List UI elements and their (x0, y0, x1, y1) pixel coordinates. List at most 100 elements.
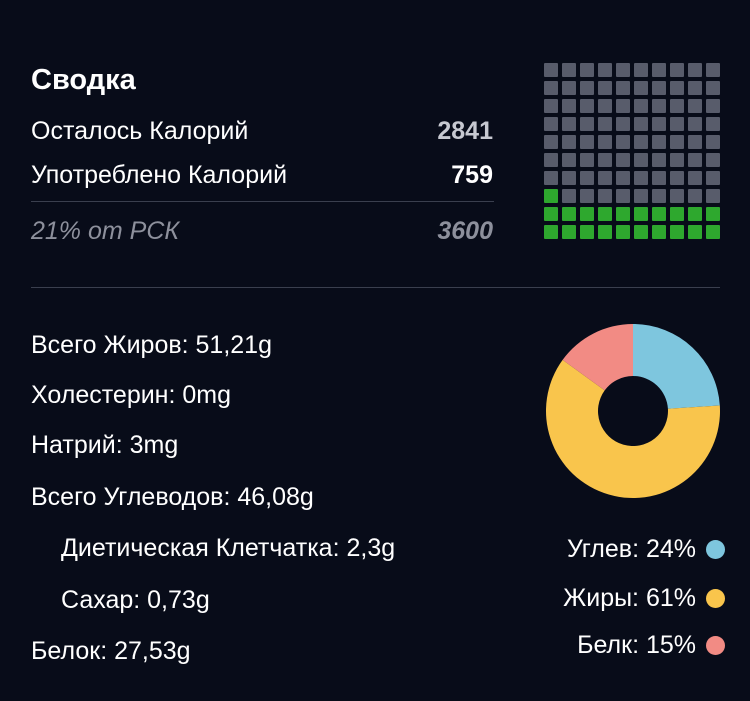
grid-cell (652, 117, 666, 131)
legend-carbs-label: Углев: 24% (566, 534, 696, 563)
grid-cell (580, 99, 594, 113)
remaining-calories-label: Осталось Калорий (31, 116, 249, 145)
grid-cell (616, 171, 630, 185)
grid-cell (706, 153, 720, 167)
grid-cell (634, 153, 648, 167)
grid-cell (706, 81, 720, 95)
grid-cell (616, 63, 630, 77)
grid-cell (688, 153, 702, 167)
rdi-percent-label: 21% от РСК (31, 216, 180, 245)
grid-cell (688, 63, 702, 77)
grid-cell (634, 207, 648, 221)
grid-cell (580, 207, 594, 221)
consumed-calories-row: Употреблено Калорий 759 (31, 158, 493, 192)
grid-cell (580, 81, 594, 95)
grid-cell (598, 207, 612, 221)
grid-cell (670, 153, 684, 167)
grid-cell (598, 135, 612, 149)
grid-cell (580, 171, 594, 185)
legend-protein-dot (706, 635, 725, 655)
grid-cell (598, 153, 612, 167)
grid-cell (652, 207, 666, 221)
grid-cell (670, 171, 684, 185)
legend-protein-label: Белк: 15% (577, 630, 696, 659)
grid-cell (562, 117, 576, 131)
grid-cell (580, 135, 594, 149)
grid-cell (634, 99, 648, 113)
grid-cell (616, 99, 630, 113)
calorie-grid (544, 63, 720, 239)
grid-cell (688, 189, 702, 203)
grid-cell (652, 135, 666, 149)
grid-cell (616, 81, 630, 95)
grid-cell (652, 171, 666, 185)
grid-cell (634, 63, 648, 77)
grid-cell (562, 81, 576, 95)
grid-cell (706, 171, 720, 185)
legend-carbs: Углев: 24% (567, 533, 725, 565)
grid-cell (580, 117, 594, 131)
grid-cell (634, 225, 648, 239)
legend-protein: Белк: 15% (577, 629, 725, 661)
grid-cell (652, 189, 666, 203)
grid-cell (670, 225, 684, 239)
donut-slice-fat (546, 359, 720, 498)
grid-cell (670, 63, 684, 77)
grid-cell (670, 81, 684, 95)
consumed-calories-value: 759 (451, 160, 493, 189)
grid-cell (616, 189, 630, 203)
grid-cell (562, 171, 576, 185)
grid-cell (580, 63, 594, 77)
grid-cell (598, 189, 612, 203)
grid-cell (562, 207, 576, 221)
grid-cell (544, 63, 558, 77)
grid-cell (544, 207, 558, 221)
grid-cell (634, 117, 648, 131)
grid-cell (616, 117, 630, 131)
macro-donut-chart (546, 324, 720, 498)
grid-cell (652, 99, 666, 113)
grid-cell (616, 225, 630, 239)
grid-cell (580, 189, 594, 203)
rdi-row: 21% от РСК 3600 (31, 214, 493, 248)
grid-cell (544, 117, 558, 131)
summary-title: Сводка (31, 64, 136, 96)
legend-carbs-dot (706, 539, 725, 559)
sodium: Натрий: 3mg (31, 431, 179, 459)
grid-cell (670, 117, 684, 131)
sugar: Сахар: 0,73g (61, 586, 210, 614)
grid-cell (634, 171, 648, 185)
grid-cell (652, 63, 666, 77)
grid-cell (598, 81, 612, 95)
grid-cell (562, 225, 576, 239)
grid-cell (688, 99, 702, 113)
cholesterol: Холестерин: 0mg (31, 381, 232, 409)
grid-cell (652, 225, 666, 239)
grid-cell (562, 135, 576, 149)
grid-cell (544, 171, 558, 185)
consumed-calories-label: Употреблено Калорий (31, 160, 288, 189)
grid-cell (598, 63, 612, 77)
grid-cell (670, 99, 684, 113)
grid-cell (616, 153, 630, 167)
grid-cell (688, 225, 702, 239)
dietary-fiber: Диетическая Клетчатка: 2,3g (61, 534, 396, 562)
grid-cell (634, 81, 648, 95)
protein: Белок: 27,53g (31, 637, 191, 665)
grid-cell (598, 171, 612, 185)
remaining-calories-value: 2841 (437, 116, 493, 145)
grid-cell (706, 135, 720, 149)
grid-cell (670, 135, 684, 149)
grid-cell (580, 225, 594, 239)
legend-fat-label: Жиры: 61% (563, 583, 696, 612)
grid-cell (562, 153, 576, 167)
donut-slice-carbs (633, 324, 720, 409)
grid-cell (544, 189, 558, 203)
grid-cell (652, 81, 666, 95)
grid-cell (706, 99, 720, 113)
grid-cell (706, 189, 720, 203)
grid-cell (652, 153, 666, 167)
grid-cell (706, 117, 720, 131)
grid-cell (562, 189, 576, 203)
grid-cell (580, 153, 594, 167)
